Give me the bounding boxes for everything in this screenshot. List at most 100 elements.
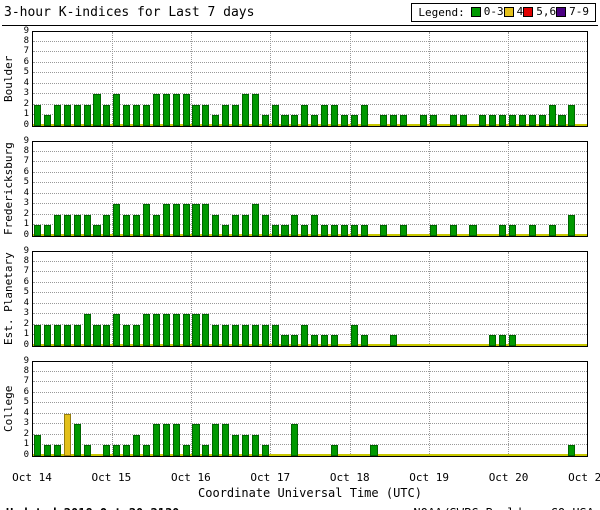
k-index-bar [251, 434, 259, 456]
k-index-bar [103, 214, 111, 236]
k-index-bar [350, 115, 358, 126]
h-gridline [33, 192, 587, 194]
k-index-bar [330, 225, 338, 236]
y-axis-label: 5 [23, 287, 29, 298]
k-index-bar [152, 424, 160, 456]
k-index-bar [83, 214, 91, 236]
y-axis-label: 6 [23, 166, 29, 177]
k-index-bar [123, 445, 131, 456]
k-index-bar [301, 104, 309, 126]
y-axis-label: 0 [23, 229, 29, 240]
k-index-bar [261, 324, 269, 346]
v-gridline [191, 31, 193, 126]
h-gridline [33, 423, 587, 425]
k-index-bar [370, 445, 378, 456]
h-gridline [33, 103, 587, 105]
k-index-bar [63, 324, 71, 346]
h-gridline [33, 61, 587, 63]
y-axis-label: 6 [23, 56, 29, 67]
k-index-bar [528, 115, 536, 126]
k-index-bar [301, 324, 309, 346]
k-index-bar [103, 104, 111, 126]
h-gridline [33, 323, 587, 325]
panel-boulder: Boulder 9 8 7 6 5 4 3 2 1 0 [2, 26, 588, 130]
y-axis-label: 6 [23, 386, 29, 397]
k-index-bar [202, 104, 210, 126]
k-index-bar [53, 214, 61, 236]
updated-timestamp: Updated 2018 Oct 20 2130 [6, 506, 179, 510]
k-index-bar [241, 94, 249, 126]
v-gridline [507, 361, 509, 456]
k-index-bar [44, 115, 52, 126]
h-gridline [33, 182, 587, 184]
k-index-bar [212, 214, 220, 236]
k-index-bar [321, 335, 329, 346]
y-axis-label: 9 [23, 25, 29, 36]
k-index-bar [469, 225, 477, 236]
k-index-bar [281, 335, 289, 346]
k-index-bar [113, 204, 121, 236]
x-tick-label: Oct 16 [170, 470, 211, 484]
h-gridline [33, 51, 587, 53]
k-index-bar [103, 324, 111, 346]
station-label-est-planetary: Est. Planetary [2, 252, 15, 345]
h-gridline [33, 271, 587, 273]
k-index-bar [162, 314, 170, 346]
k-index-bar [142, 445, 151, 456]
legend-item-label: 0-3 [483, 5, 504, 18]
v-gridline [112, 251, 114, 346]
k-index-bar [350, 225, 358, 236]
y-axis-label: 1 [23, 219, 29, 230]
k-index-bar [172, 204, 180, 236]
k-index-bar [321, 104, 329, 126]
y-axis-label: 7 [23, 46, 29, 57]
v-gridline [270, 141, 272, 236]
y-axis-label: 3 [23, 308, 29, 319]
k-index-bar [103, 445, 111, 456]
k-index-bar [222, 324, 230, 346]
k-index-bar [34, 324, 42, 346]
panel-fredericksburg: Fredericksburg 9 8 7 6 5 4 3 2 1 0 [2, 136, 588, 240]
k-index-bar [172, 314, 180, 346]
k-index-bar [202, 445, 210, 456]
legend-label: Legend: [418, 5, 465, 19]
k-index-bar [133, 434, 141, 456]
y-axis-label: 5 [23, 67, 29, 78]
zero-baseline [33, 343, 587, 346]
k-index-bar [419, 115, 428, 126]
k-index-bar [222, 424, 230, 456]
k-index-bar [182, 94, 190, 126]
k-index-bar [499, 335, 507, 346]
y-axis-label: 7 [23, 156, 29, 167]
k-index-bar [340, 225, 348, 236]
v-gridline [191, 361, 193, 456]
y-axis-label: 0 [23, 119, 29, 130]
legend-swatch [470, 6, 481, 17]
h-gridline [33, 161, 587, 163]
y-axis-label: 8 [23, 145, 29, 156]
k-index-bar [568, 445, 576, 456]
k-index-bar [123, 214, 131, 236]
k-index-bar [83, 314, 91, 346]
k-index-bar [301, 225, 309, 236]
k-index-bar [311, 335, 319, 346]
legend: Legend: 0-3 4 5,6 7-9 [411, 3, 596, 22]
k-index-bar [390, 115, 398, 126]
k-index-bar [538, 115, 546, 126]
h-gridline [33, 171, 587, 173]
k-index-bar [53, 104, 61, 126]
y-axis-label: 8 [23, 255, 29, 266]
k-index-bar [489, 115, 497, 126]
k-index-bar [133, 104, 141, 126]
h-gridline [33, 213, 587, 215]
k-index-bar [241, 214, 249, 236]
k-index-bar [93, 94, 101, 126]
zero-baseline [33, 123, 587, 126]
v-gridline [270, 251, 272, 346]
k-index-bar [400, 225, 408, 236]
k-index-bar [291, 214, 299, 236]
k-index-bar [508, 225, 517, 236]
x-axis-ticks: Oct 14 Oct 15 Oct 16 Oct 17 Oct 18 Oct 19 Oct … [12, 470, 600, 485]
